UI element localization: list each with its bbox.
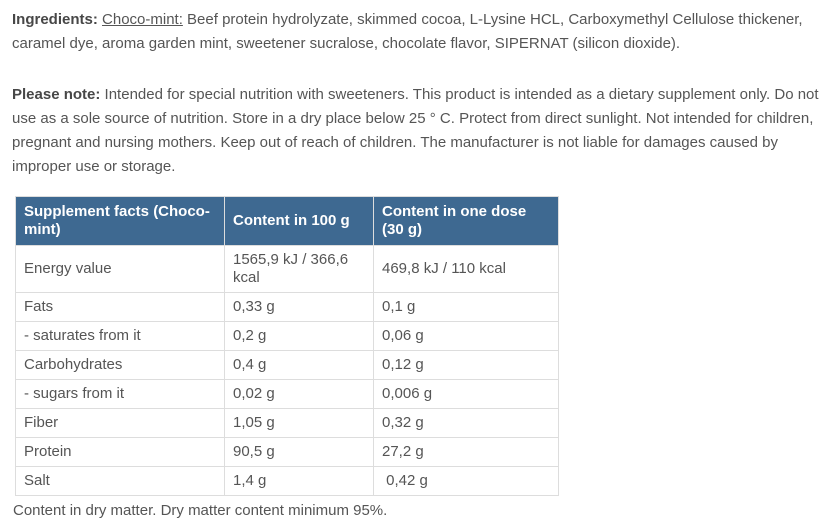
content-100g-cell: 0,4 g [224,350,374,380]
dry-matter-footnote: Content in dry matter. Dry matter conten… [13,502,388,519]
content-100g-cell: 1565,9 kJ / 366,6 kcal [224,245,374,293]
ingredients-text: Beef protein hydrolyzate, skimmed cocoa,… [12,11,803,52]
content-dose-cell: 27,2 g [373,437,559,467]
content-100g-cell: 90,5 g [224,437,374,467]
content-dose-cell: 0,06 g [373,321,559,351]
header-content-dose: Content in one dose (30 g) [373,196,559,246]
header-supplement-facts: Supplement facts (Choco-mint) [15,196,225,246]
table-row-protein: Protein 90,5 g 27,2 g [15,437,559,467]
table-row-salt: Salt 1,4 g 0,42 g [15,466,559,496]
content-dose-cell: 0,12 g [373,350,559,380]
table-header-row: Supplement facts (Choco-mint) Content in… [15,196,559,246]
content-dose-cell: 0,006 g [373,379,559,409]
table-head: Supplement facts (Choco-mint) Content in… [15,196,559,246]
nutrient-name-cell: Fiber [15,408,225,438]
please-note-label: Please note: [12,86,101,103]
content-dose-cell: 0,32 g [373,408,559,438]
nutrient-name-cell: Energy value [15,245,225,293]
content-100g-cell: 0,33 g [224,292,374,322]
content-dose-cell: 0,42 g [373,466,559,496]
ingredients-label: Ingredients: [12,11,98,28]
nutrient-name-cell: Protein [15,437,225,467]
content-100g-cell: 0,02 g [224,379,374,409]
flavor-name: Choco-mint: [102,11,183,28]
supplement-facts-table: Supplement facts (Choco-mint) Content in… [15,196,559,496]
please-note-text: Intended for special nutrition with swee… [12,86,819,175]
nutrient-name-cell: Carbohydrates [15,350,225,380]
please-note-paragraph: Please note: Intended for special nutrit… [12,83,830,179]
table-body: Energy value 1565,9 kJ / 366,6 kcal 469,… [15,245,559,496]
table-row-energy: Energy value 1565,9 kJ / 366,6 kcal 469,… [15,245,559,293]
table-row-sugars: - sugars from it 0,02 g 0,006 g [15,379,559,409]
nutrient-name-cell: - saturates from it [15,321,225,351]
table-row-fats: Fats 0,33 g 0,1 g [15,292,559,322]
table-row-fiber: Fiber 1,05 g 0,32 g [15,408,559,438]
content-dose-cell: 0,1 g [373,292,559,322]
nutrient-name-cell: Salt [15,466,225,496]
content-100g-cell: 0,2 g [224,321,374,351]
header-content-100g: Content in 100 g [224,196,374,246]
nutrient-name-cell: - sugars from it [15,379,225,409]
content-dose-cell: 469,8 kJ / 110 kcal [373,245,559,293]
nutrient-name-cell: Fats [15,292,225,322]
table-row-carbohydrates: Carbohydrates 0,4 g 0,12 g [15,350,559,380]
table-row-saturates: - saturates from it 0,2 g 0,06 g [15,321,559,351]
content-100g-cell: 1,05 g [224,408,374,438]
content-100g-cell: 1,4 g [224,466,374,496]
ingredients-paragraph: Ingredients: Choco-mint: Beef protein hy… [12,8,830,56]
